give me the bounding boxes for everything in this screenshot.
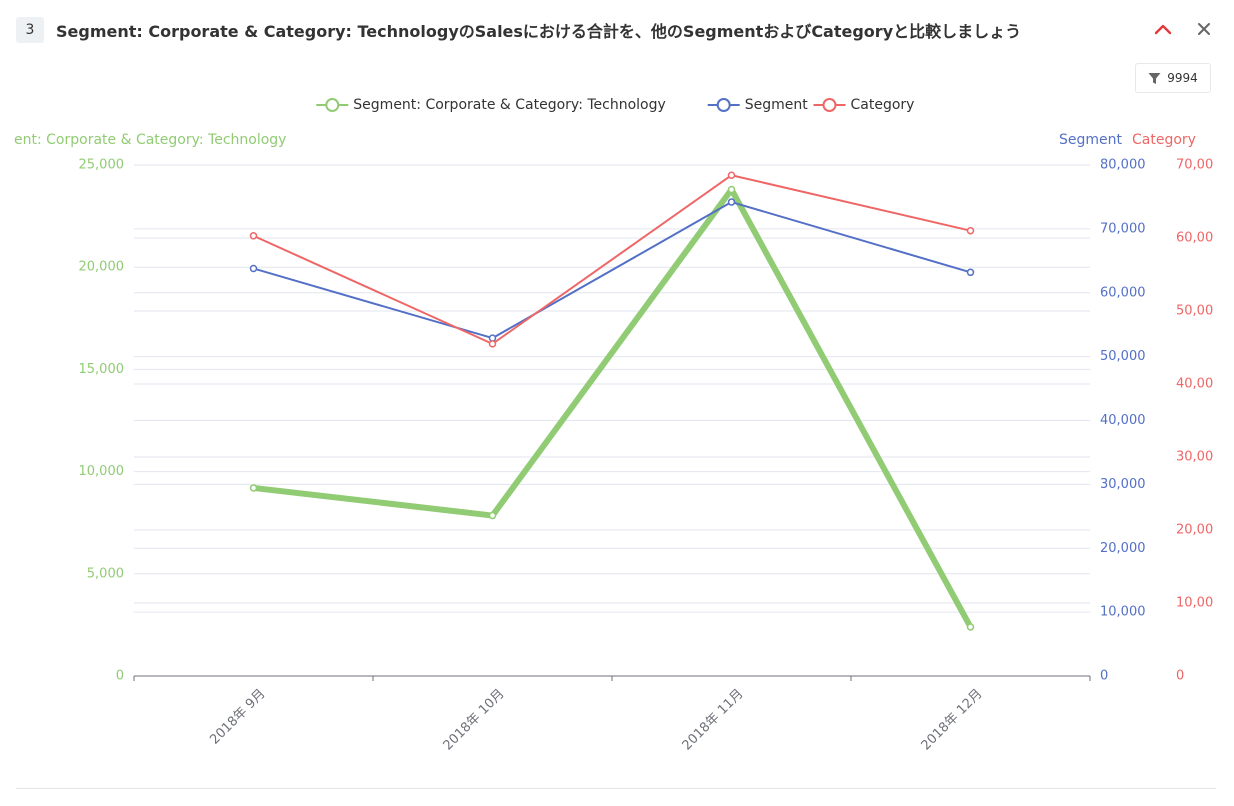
y-tick-label-right2: 10,00: [1176, 596, 1213, 611]
y-tick-label-left: 15,000: [79, 362, 125, 377]
close-icon: [1198, 23, 1210, 35]
legend-label: Segment: Corporate & Category: Technolog…: [353, 97, 666, 113]
y-axis-title-right-category: Category: [1132, 132, 1196, 148]
data-point-series-2: [966, 226, 975, 235]
x-tick-label: 2018年 11月: [680, 686, 747, 753]
data-point-series-2: [249, 232, 258, 240]
x-tick-label: 2018年 12月: [919, 686, 986, 753]
y-tick-label-right1: 80,000: [1100, 158, 1146, 173]
legend-marker: [325, 98, 340, 112]
data-point-series-0: [727, 185, 736, 194]
legend-label: Category: [851, 97, 915, 113]
data-point-series-2: [727, 171, 736, 179]
collapse-button[interactable]: [1150, 16, 1176, 42]
chevron-up-icon: [1154, 24, 1172, 35]
data-point-series-0: [966, 623, 975, 631]
y-tick-label-left: 0: [116, 669, 124, 684]
close-button[interactable]: [1191, 16, 1217, 42]
filter-count: 9994: [1167, 71, 1198, 85]
y-tick-label-right1: 50,000: [1100, 349, 1146, 364]
y-tick-label-left: 10,000: [79, 464, 125, 479]
y-tick-label-right1: 10,000: [1100, 605, 1146, 620]
y-axis-title-right-segment: Segment: [1059, 132, 1123, 148]
y-tick-label-right1: 20,000: [1100, 541, 1146, 556]
data-point-series-0: [249, 484, 258, 492]
y-tick-label-right1: 30,000: [1100, 477, 1146, 492]
y-tick-label-right2: 50,00: [1176, 304, 1213, 319]
y-tick-label-right2: 0: [1176, 669, 1184, 684]
y-tick-label-right2: 30,00: [1176, 450, 1213, 465]
x-tick-label: 2018年 9月: [207, 686, 268, 747]
y-tick-label-right1: 70,000: [1100, 221, 1146, 236]
filter-count-button[interactable]: 9994: [1135, 63, 1211, 93]
data-point-series-2: [488, 340, 497, 348]
data-point-series-1: [249, 264, 258, 273]
chart-header: 3 Segment: Corporate & Category: Technol…: [0, 0, 1234, 60]
y-tick-label-right2: 60,00: [1176, 231, 1213, 246]
legend-marker: [822, 98, 837, 112]
y-tick-label-right1: 40,000: [1100, 413, 1146, 428]
legend-marker: [716, 98, 731, 112]
x-tick-label: 2018年 10月: [441, 686, 508, 753]
data-point-series-1: [966, 268, 975, 277]
bottom-divider: [16, 788, 1216, 789]
y-tick-label-right1: 60,000: [1100, 285, 1146, 300]
y-tick-label-left: 25,000: [79, 158, 125, 173]
y-axis-title-left: ent: Corporate & Category: Technology: [14, 132, 286, 148]
y-tick-label-right2: 40,00: [1176, 377, 1213, 392]
series-line-0: [250, 186, 974, 630]
y-tick-label-right2: 20,00: [1176, 523, 1213, 538]
y-tick-label-right2: 70,00: [1176, 158, 1213, 173]
data-point-series-0: [488, 511, 497, 520]
legend-label: Segment: [745, 97, 809, 113]
chart-index-badge: 3: [16, 17, 44, 43]
data-point-series-1: [727, 198, 736, 206]
y-tick-label-left: 20,000: [79, 260, 125, 275]
y-tick-label-right1: 0: [1100, 669, 1108, 684]
series-line-2: [252, 174, 972, 345]
y-tick-label-left: 5,000: [87, 566, 124, 581]
chart-title: Segment: Corporate & Category: Technolog…: [56, 22, 1022, 41]
filter-icon: [1148, 72, 1161, 84]
series-line-1: [252, 201, 972, 340]
